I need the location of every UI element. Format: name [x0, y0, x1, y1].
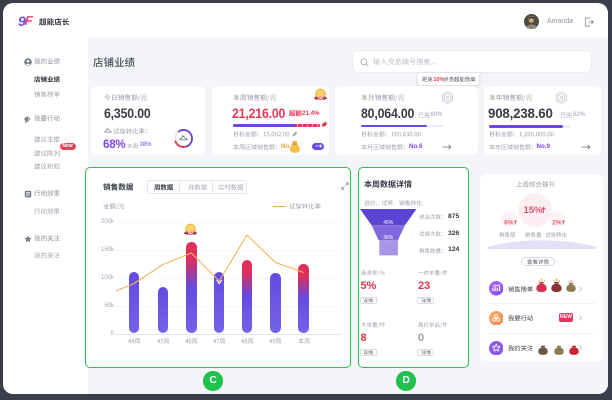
svg-text:9: 9: [18, 13, 26, 29]
svg-text:36%: 36%: [383, 235, 394, 241]
svg-text:45%: 45%: [383, 220, 394, 226]
svg-text:F: F: [24, 13, 35, 28]
svg-text:10%: 10%: [433, 77, 444, 83]
svg-text:6%: 6%: [504, 220, 514, 227]
svg-text:2%: 2%: [552, 220, 562, 227]
svg-text:15%: 15%: [523, 205, 543, 216]
